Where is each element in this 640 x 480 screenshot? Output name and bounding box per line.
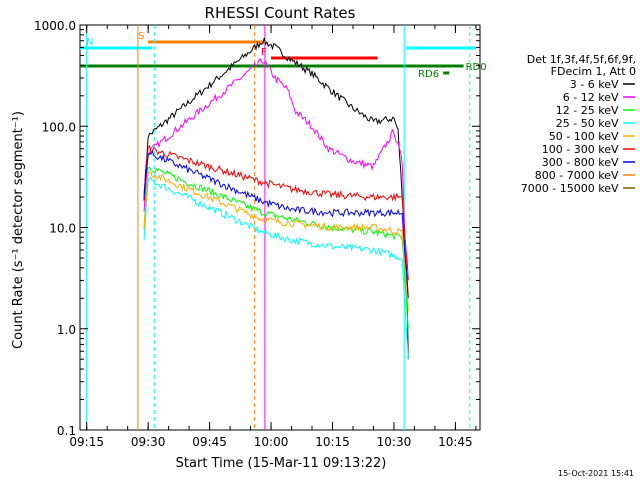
legend-item: 12 - 25 keV [484, 104, 636, 117]
timestamp: 15-Oct-2021 15:41 [558, 469, 634, 478]
legend-item-label: 3 - 6 keV [569, 78, 622, 91]
series-line [143, 171, 409, 311]
legend-item-label: 7000 - 15000 keV [520, 182, 622, 195]
legend-swatch [623, 161, 635, 163]
x-tick-label: 10:00 [254, 435, 289, 449]
flag-label: RD6 [418, 69, 439, 80]
legend-swatch [623, 148, 635, 150]
legend-item-label: 25 - 50 keV [555, 117, 622, 130]
legend-item: 300 - 800 keV [484, 156, 636, 169]
series-line [143, 149, 409, 299]
flag-label: N [86, 37, 93, 48]
x-tick-label: 09:45 [192, 435, 227, 449]
chart-title: RHESSI Count Rates [205, 4, 356, 22]
flag-label: RD0 [466, 62, 487, 73]
legend-swatch [623, 122, 635, 124]
flag-label: S [138, 31, 144, 42]
plot-frame [79, 24, 481, 431]
y-axis: 0.1 1.0 10.0 100.0 1000.0 [34, 19, 480, 438]
legend-item-label: 12 - 25 keV [555, 104, 622, 117]
y-tick-label: 1.0 [57, 323, 76, 337]
legend-swatch [623, 135, 635, 137]
flag-label: F [261, 47, 267, 58]
legend-item: 3 - 6 keV [484, 78, 636, 91]
legend-item: 6 - 12 keV [484, 91, 636, 104]
legend-item-label: 50 - 100 keV [548, 130, 622, 143]
x-tick-label: 10:45 [438, 435, 473, 449]
legend-header-line-1: Det 1f,3f,4f,5f,6f,9f, [526, 53, 636, 66]
legend-item: 25 - 50 keV [484, 117, 636, 130]
legend-item-label: 6 - 12 keV [562, 91, 622, 104]
legend-swatch [623, 174, 635, 176]
series-line [143, 58, 407, 268]
legend-item: 7000 - 15000 keV [484, 182, 636, 195]
y-tick-label: 1000.0 [34, 19, 76, 33]
legend-item-label: 300 - 800 keV [541, 156, 622, 169]
legend-swatch [623, 83, 635, 85]
legend-item: 50 - 100 keV [484, 130, 636, 143]
x-tick-label: 10:30 [377, 435, 412, 449]
legend-swatch [623, 109, 635, 111]
x-tick-label: 09:30 [131, 435, 166, 449]
y-tick-label: 10.0 [49, 222, 76, 236]
y-tick-label: 0.1 [57, 424, 76, 438]
legend-header-line-2: FDecim 1, Att 0 [550, 65, 636, 78]
x-tick-label: 09:15 [69, 435, 104, 449]
legend-swatch [623, 187, 635, 189]
x-tick-label: 10:15 [315, 435, 350, 449]
series-line [143, 166, 409, 329]
series-line [143, 176, 409, 360]
legend-item: 800 - 7000 keV [484, 169, 636, 182]
legend-item: 100 - 300 keV [484, 143, 636, 156]
y-tick-label: 100.0 [42, 120, 76, 134]
x-axis-label: Start Time (15-Mar-11 09:13:22) [176, 456, 387, 471]
legend-swatch [623, 96, 635, 98]
legend: Det 1f,3f,4f,5f,6f,9f, FDecim 1, Att 0 3… [484, 54, 636, 195]
series-line [143, 37, 409, 360]
legend-item-label: 100 - 300 keV [541, 143, 622, 156]
x-axis: 09:15 09:30 09:45 10:00 10:15 10:30 10:45 [69, 25, 477, 449]
series-line [143, 144, 409, 281]
plot-area: N S F RD0 RD6 [79, 24, 487, 431]
y-axis-label: Count Rate (s⁻¹ detector segment⁻¹) [11, 111, 26, 349]
legend-item-label: 800 - 7000 keV [534, 169, 622, 182]
